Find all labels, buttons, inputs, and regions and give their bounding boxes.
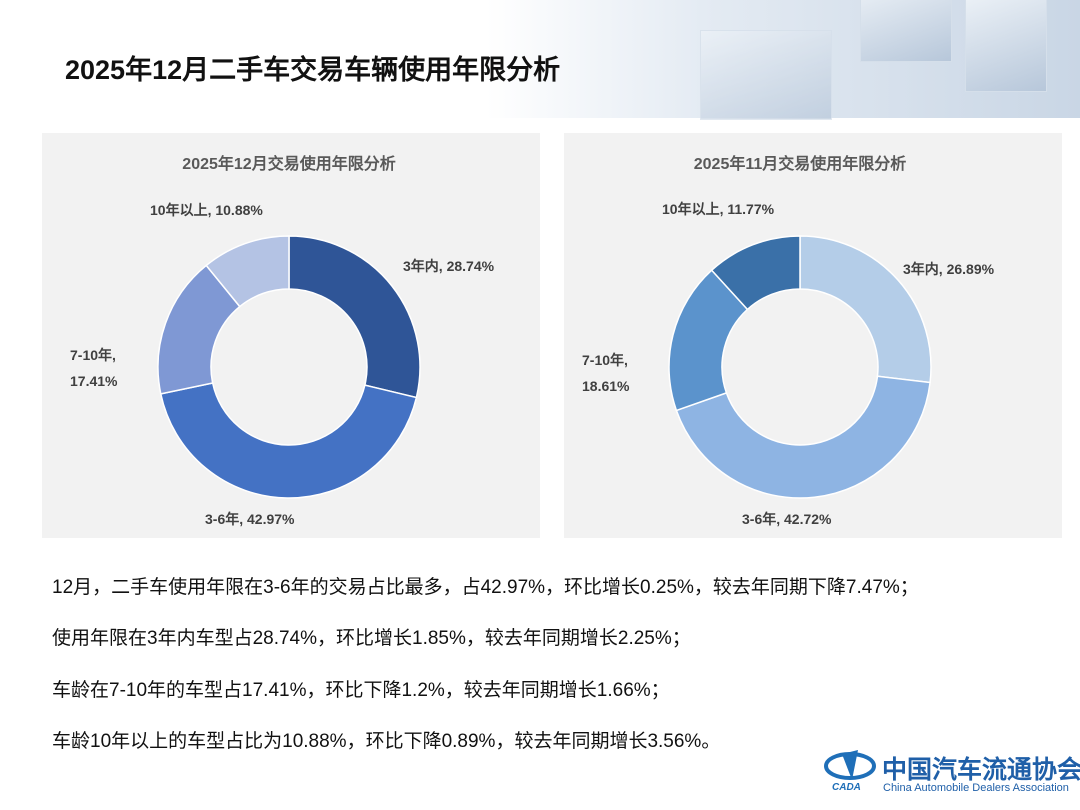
chart-title: 2025年12月交易使用年限分析 (182, 156, 396, 173)
logo-shape (842, 750, 858, 780)
data-label: 7-10年, 17.41% (70, 347, 118, 389)
data-label: 3-6年, 42.97% (205, 511, 295, 527)
data-label: 10年以上, 11.77% (662, 201, 775, 217)
paragraph: 车龄在7-10年的车型占17.41%，环比下降1.2%，较去年同期增长1.66%… (52, 680, 670, 701)
slide-title: 2025年12月二手车交易车辆使用年限分析 (65, 55, 561, 85)
donut-segment (205, 235, 290, 308)
data-label: 3年内, 26.89% (903, 261, 995, 277)
paragraph: 车龄10年以上的车型占比为10.88%，环比下降0.89%，较去年同期增长3.5… (52, 731, 721, 752)
donut-segment (799, 235, 932, 384)
data-label: 3-6年, 42.72% (742, 511, 832, 527)
logo-graphic (824, 750, 876, 780)
donut-segment (159, 382, 418, 499)
paragraph: 使用年限在3年内车型占28.74%，环比增长1.85%，较去年同期增长2.25%… (52, 628, 691, 649)
paragraph: 12月，二手车使用年限在3-6年的交易占比最多，占42.97%，环比增长0.25… (52, 577, 919, 598)
donut-segment (710, 235, 801, 311)
logo-name-en: China Automobile Dealers Association (883, 782, 1069, 794)
logo-icon: CADA (822, 746, 878, 796)
chart-title: 2025年11月交易使用年限分析 (693, 156, 907, 173)
donut-segment (675, 375, 931, 499)
decoration (965, 0, 1047, 92)
logo-mark: CADA (832, 782, 861, 793)
donut-segment (288, 235, 421, 399)
logo-name: 中国汽车流通协会 (882, 755, 1080, 784)
header-background (0, 0, 1080, 120)
data-label: 10年以上, 10.88% (150, 202, 263, 218)
data-label: 3年内, 28.74% (403, 258, 495, 274)
decoration (860, 0, 952, 62)
data-label: 7-10年, 18.61% (582, 352, 630, 394)
decoration (700, 30, 832, 120)
